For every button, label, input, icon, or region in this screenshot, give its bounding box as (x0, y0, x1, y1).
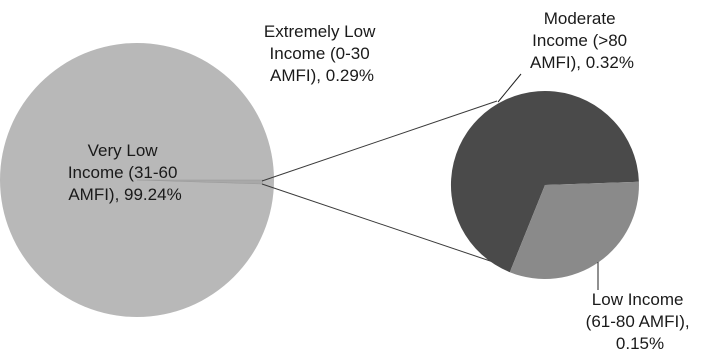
connector-lines (261, 100, 509, 268)
slice-moderate-income (450, 91, 639, 273)
label-extremely-low-income: Extremely Low Income (0-30 AMFI), 0.29% (264, 22, 380, 85)
label-very-low-line-1: Very Low (88, 141, 159, 160)
label-extremely-low-line-1: Extremely Low (264, 22, 376, 41)
connector-line-top (261, 100, 498, 182)
data-labels: Very Low Income (31-60 AMFI), 99.24% Ext… (68, 9, 695, 353)
label-low-line-2: (61-80 AMFI), (586, 312, 690, 331)
label-low-line-3: 0.15% (616, 334, 664, 353)
leader-line-moderate (497, 73, 522, 103)
main-pie (0, 43, 274, 317)
label-very-low-line-2: Income (31-60 (68, 163, 178, 182)
label-very-low-income: Very Low Income (31-60 AMFI), 99.24% (68, 141, 182, 204)
label-moderate-line-1: Moderate (544, 9, 616, 28)
label-low-income: Low Income (61-80 AMFI), 0.15% (586, 290, 695, 353)
slice-low-income (509, 181, 639, 280)
label-low-line-1: Low Income (592, 290, 684, 309)
slice-extremely-low-income (136, 179, 264, 185)
label-moderate-income: Moderate Income (>80 AMFI), 0.32% (530, 9, 634, 72)
label-very-low-line-3: AMFI), 99.24% (68, 185, 181, 204)
label-extremely-low-line-3: AMFI), 0.29% (270, 66, 374, 85)
label-moderate-line-3: AMFI), 0.32% (530, 53, 634, 72)
connector-line-bottom (261, 183, 509, 268)
leader-lines (497, 73, 599, 290)
secondary-pie (450, 91, 639, 280)
label-moderate-line-2: Income (>80 (532, 31, 627, 50)
label-extremely-low-line-2: Income (0-30 (270, 44, 370, 63)
